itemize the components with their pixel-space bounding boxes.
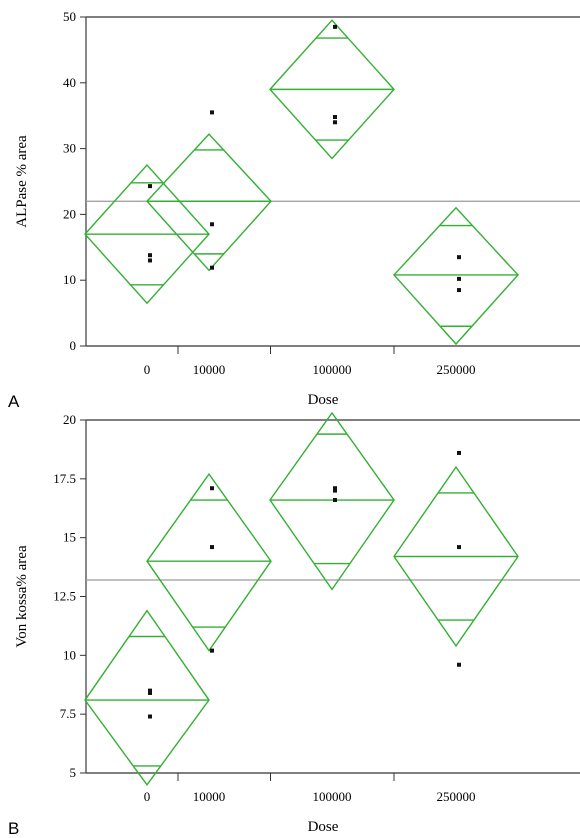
- y-axis-title: Von kossa% area: [14, 545, 30, 648]
- data-point: [210, 265, 214, 270]
- y-tick-label: 50: [63, 9, 76, 24]
- x-tick-label: 100000: [313, 789, 352, 804]
- data-point: [333, 115, 337, 120]
- x-tick-label: 10000: [193, 362, 226, 377]
- y-tick-label: 12.5: [53, 589, 76, 604]
- data-point: [333, 24, 337, 29]
- panel-letter: B: [8, 819, 19, 838]
- chart-panel-b: 5 7.5 10 12.5 15 17.5 20 0 10000 100000 250000 Dose…: [8, 411, 580, 838]
- y-tick-label: 20: [63, 412, 76, 427]
- data-point: [333, 120, 337, 125]
- data-point: [457, 662, 461, 667]
- y-tick-label: 17.5: [53, 471, 76, 486]
- confidence-diamond: [393, 206, 519, 346]
- x-tick-label: 250000: [437, 362, 476, 377]
- data-point: [210, 222, 214, 227]
- y-tick-label: 5: [70, 765, 77, 780]
- data-point: [210, 648, 214, 653]
- data-point: [148, 184, 152, 189]
- data-point: [148, 688, 152, 693]
- y-tick-label: 7.5: [60, 706, 76, 721]
- data-point: [457, 450, 461, 455]
- y-tick-label: 10: [63, 647, 76, 662]
- mean-diamond-10000: [146, 472, 272, 653]
- y-tick-label: 30: [63, 141, 76, 156]
- data-point: [457, 288, 461, 293]
- x-tick-label: 0: [144, 362, 151, 377]
- x-tick-label: 250000: [437, 789, 476, 804]
- data-point: [333, 486, 337, 491]
- panel-letter: A: [8, 392, 20, 411]
- data-point: [148, 258, 152, 263]
- data-point: [457, 255, 461, 260]
- x-tick-label: 100000: [313, 362, 352, 377]
- mean-diamond-0: [84, 609, 210, 786]
- chart-panel-a: 0 10 20 30 40 50 0 10000 100000 250000 Dose ALPase …: [8, 9, 580, 411]
- data-point: [210, 486, 214, 491]
- data-point: [148, 253, 152, 258]
- y-tick-label: 0: [70, 338, 77, 353]
- data-point: [210, 110, 214, 115]
- data-point: [457, 276, 461, 281]
- data-point: [333, 498, 337, 503]
- mean-diamond-10000: [146, 110, 272, 272]
- x-axis-title: Dose: [308, 392, 339, 408]
- x-axis-title: Dose: [308, 819, 339, 835]
- data-point: [210, 545, 214, 550]
- data-point: [148, 714, 152, 719]
- data-point: [333, 488, 337, 493]
- y-tick-label: 15: [63, 530, 76, 545]
- mean-diamond-100000: [269, 19, 395, 160]
- mean-diamond-0: [84, 164, 210, 305]
- data-point: [457, 545, 461, 550]
- y-tick-label: 20: [63, 206, 76, 221]
- x-tick-label: 0: [144, 789, 151, 804]
- y-axis-title: ALPase % area: [14, 135, 30, 228]
- confidence-diamond: [146, 133, 272, 272]
- y-tick-label: 10: [63, 272, 76, 287]
- mean-diamond-250000: [393, 206, 519, 346]
- data-point: [148, 690, 152, 695]
- x-tick-label: 10000: [193, 789, 226, 804]
- y-tick-label: 40: [63, 75, 76, 90]
- mean-diamond-100000: [269, 411, 395, 591]
- mean-diamond-250000: [393, 450, 519, 667]
